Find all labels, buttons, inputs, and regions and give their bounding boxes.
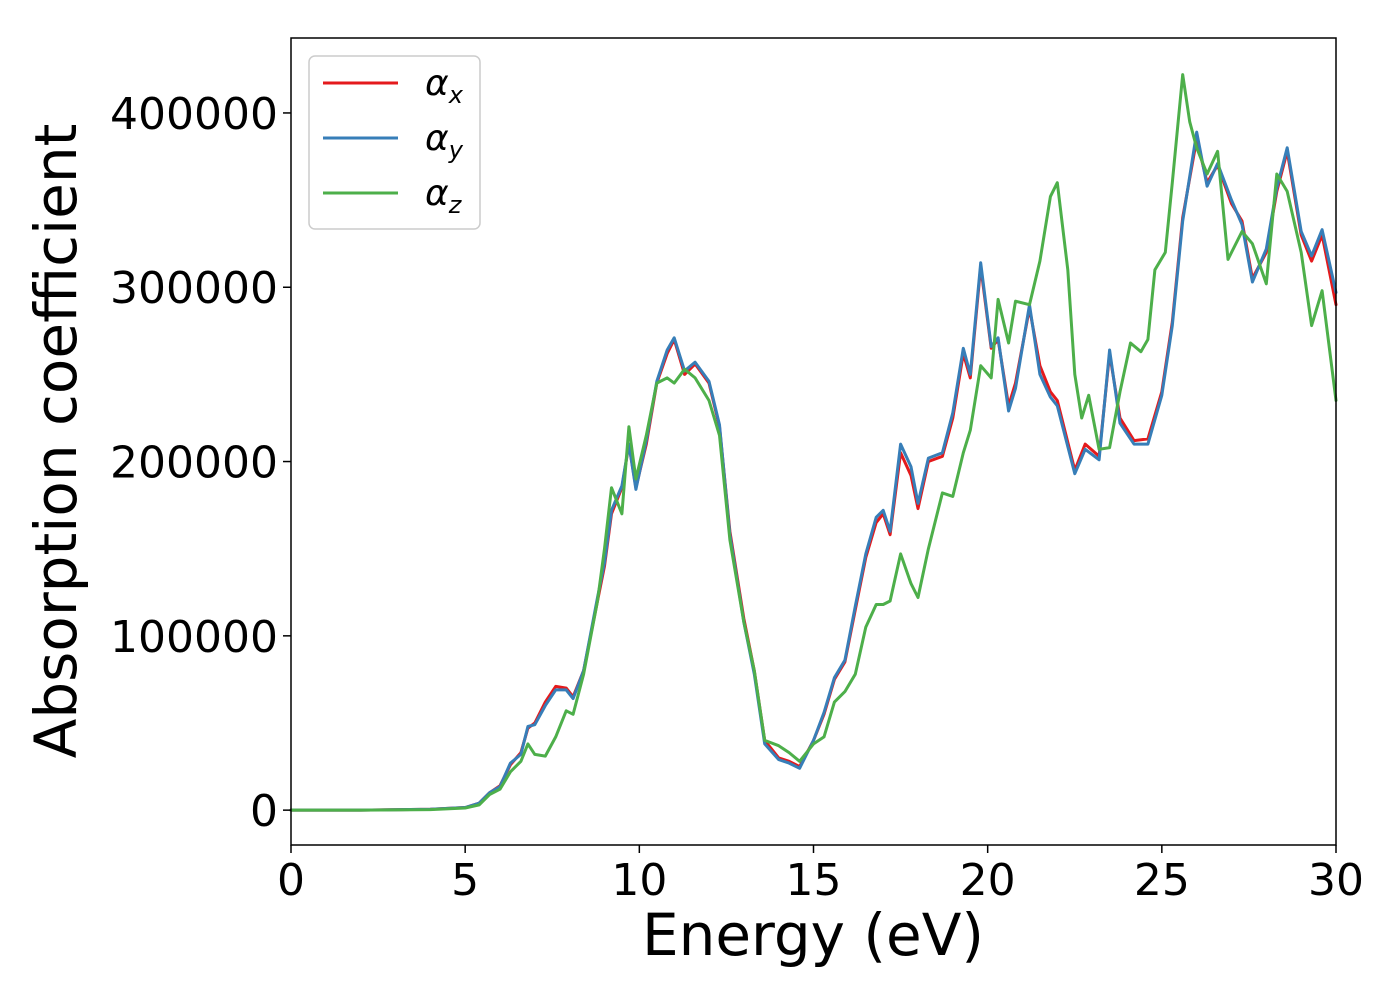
- series-line-z: [289, 73, 1338, 812]
- y-axis-title: Absorption coefficient: [22, 124, 90, 759]
- series-line-y: [289, 130, 1338, 812]
- y-tick-label: 0: [250, 786, 278, 837]
- x-tick-label: 20: [960, 855, 1016, 906]
- x-tick-label: 15: [786, 855, 842, 906]
- legend-label-x: αx: [425, 63, 464, 109]
- x-tick-label: 5: [451, 855, 479, 906]
- legend-box: [308, 55, 481, 230]
- x-axis: 0 5 10 15 20 25 30: [277, 845, 1364, 906]
- x-tick-label: 0: [277, 855, 305, 906]
- x-tick-label: 10: [611, 855, 667, 906]
- y-tick-label: 100000: [110, 612, 278, 663]
- y-tick-label: 200000: [110, 438, 278, 489]
- y-tick-label: 400000: [110, 89, 278, 140]
- series-layer: [289, 73, 1338, 812]
- x-axis-title: Energy (eV): [642, 901, 984, 969]
- y-axis: 0 100000 200000 300000 400000: [110, 89, 291, 837]
- y-tick-label: 300000: [110, 263, 278, 314]
- x-tick-label: 25: [1134, 855, 1190, 906]
- x-tick-label: 30: [1308, 855, 1364, 906]
